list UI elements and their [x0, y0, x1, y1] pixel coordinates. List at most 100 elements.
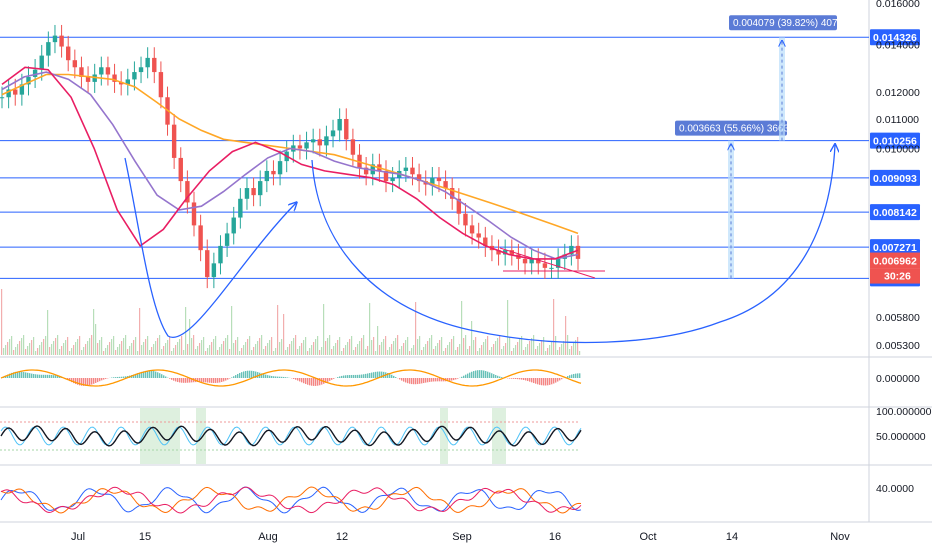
rsi-highlight-band: [440, 408, 448, 464]
volume-bar: [323, 304, 325, 355]
macd-histogram-bar: [435, 378, 437, 382]
volume-bar: [435, 346, 437, 355]
candle-body: [118, 81, 124, 85]
volume-bar: [377, 326, 379, 355]
ema-pink-line: [1, 66, 579, 260]
price-level-tag: [870, 132, 920, 149]
volume-bar: [99, 340, 101, 355]
volume-bar: [477, 351, 479, 355]
volume-bar: [95, 324, 97, 355]
price-scale[interactable]: 0.016000 0.014000 0.012000 0.011000 0.010000…: [870, 0, 920, 352]
macd-histogram-bar: [247, 370, 249, 378]
volume-bar: [349, 339, 351, 355]
macd-histogram-bar: [447, 378, 449, 382]
macd-histogram-bar: [179, 378, 181, 383]
macd-histogram-bar: [333, 378, 335, 379]
volume-bar: [139, 308, 141, 355]
volume-bar: [55, 338, 57, 355]
volume-bar: [373, 337, 375, 355]
macd-histogram-bar: [149, 370, 151, 378]
macd-histogram-bar: [33, 373, 35, 378]
volume-bar: [89, 338, 91, 355]
macd-histogram-bar: [175, 378, 177, 382]
macd-histogram-bar: [147, 370, 149, 378]
macd-histogram-bar: [287, 377, 289, 378]
volume-bar: [385, 336, 387, 355]
volume-bar: [503, 346, 505, 355]
rsi-tick-label: 100.000000: [876, 406, 932, 418]
volume-bar: [141, 345, 143, 355]
macd-histogram-bar: [315, 378, 317, 386]
volume-bar: [295, 335, 297, 355]
candle-body: [304, 142, 309, 149]
dmi-line: [0, 486, 582, 514]
ema-purple-line: [1, 71, 579, 260]
volume-bar: [479, 348, 481, 355]
time-axis[interactable]: Jul 15 Aug 12 Sep 16 Oct 14 Nov: [71, 531, 850, 543]
volume-bar: [535, 349, 537, 355]
macd-histogram-bar: [533, 378, 535, 384]
macd-histogram-bar: [515, 378, 517, 379]
volume-bar: [11, 336, 13, 355]
macd-histogram-bar: [215, 378, 217, 383]
volume-bar: [577, 337, 579, 355]
macd-histogram-bar: [531, 378, 533, 383]
macd-histogram-bar: [409, 378, 411, 384]
drawn-curve-right[interactable]: [311, 145, 835, 344]
volume-bar: [183, 350, 185, 355]
volume-bar: [31, 340, 33, 355]
macd-histogram-bar: [125, 376, 127, 378]
macd-histogram-bar: [327, 378, 329, 382]
macd-histogram-bar: [25, 372, 27, 378]
volume-bar: [313, 342, 315, 355]
rsi-highlight-band: [492, 408, 506, 464]
macd-histogram-bar: [153, 371, 155, 378]
volume-bar: [359, 341, 361, 355]
macd-histogram-bar: [183, 378, 185, 383]
volume-bar: [37, 348, 39, 355]
time-tick-label: Sep: [452, 531, 472, 543]
volume-bar: [551, 342, 553, 355]
trend-line[interactable]: [499, 247, 596, 279]
macd-histogram-bar: [217, 378, 219, 383]
macd-histogram-bar: [509, 378, 511, 379]
candle-body: [231, 217, 236, 234]
volume-bar: [443, 351, 445, 355]
volume-bar: [5, 345, 7, 355]
macd-histogram-bar: [453, 378, 455, 381]
volume-bar: [511, 351, 513, 355]
price-level-label: 0.009093: [873, 173, 917, 185]
macd-histogram-bar: [575, 373, 577, 378]
volume-bar: [541, 340, 543, 355]
macd-histogram-bar: [465, 374, 467, 378]
volume-bar: [107, 345, 109, 355]
volume-bar: [275, 348, 277, 355]
macd-histogram-bar: [309, 378, 311, 386]
macd-histogram-bar: [427, 378, 429, 383]
volume-bar: [337, 340, 339, 355]
macd-histogram-bar: [91, 378, 93, 385]
macd-histogram-bar: [15, 371, 17, 378]
volume-bar: [187, 344, 189, 355]
candle-body: [72, 60, 78, 68]
macd-histogram-bar: [185, 378, 187, 383]
macd-histogram-bar: [359, 374, 361, 378]
macd-histogram-bar: [527, 378, 529, 382]
macd-histogram-bar: [283, 376, 285, 378]
drawn-curve-left[interactable]: [124, 157, 296, 339]
volume-bar: [449, 342, 451, 355]
volume-bar: [47, 310, 49, 355]
macd-histogram-bar: [253, 371, 255, 378]
macd-histogram-bar: [395, 377, 397, 378]
macd-histogram-bar: [545, 378, 547, 386]
volume-bar: [411, 348, 413, 355]
price-tick-label: 0.014000: [876, 39, 920, 51]
macd-histogram-bar: [113, 377, 115, 378]
volume-bar: [1, 289, 3, 355]
measure-boxes[interactable]: 0.003663 (55.66%) 3663 0.004079 (39.82%) …: [675, 15, 844, 279]
volume-bar: [473, 340, 475, 355]
rsi-pane: 100.000000 50.000000: [0, 406, 932, 464]
candle-body: [430, 177, 435, 185]
moving-average-lines: [1, 66, 579, 260]
